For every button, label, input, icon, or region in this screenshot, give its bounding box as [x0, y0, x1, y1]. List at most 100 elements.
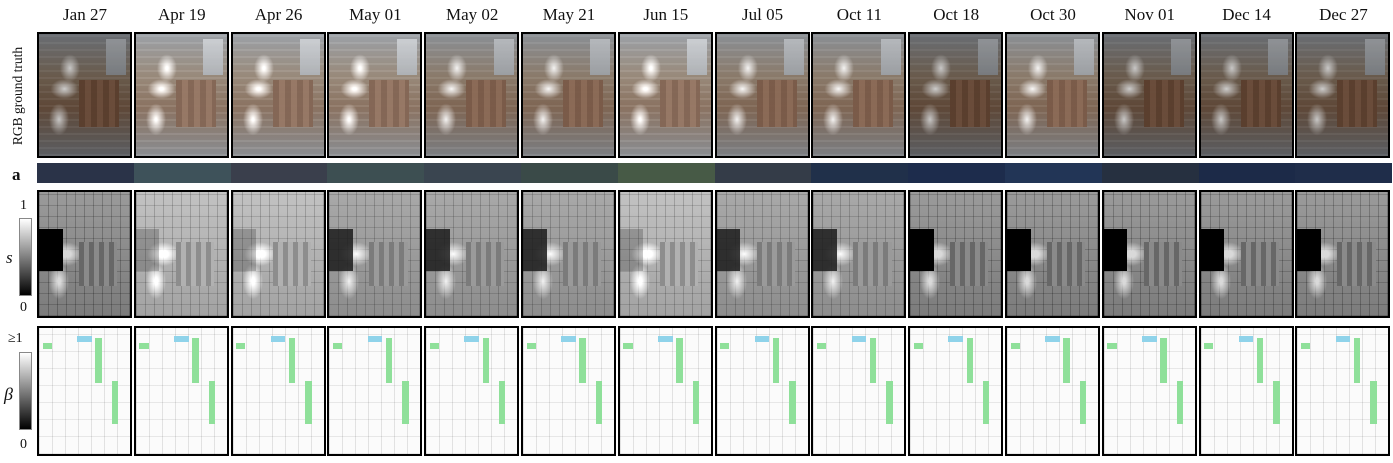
s-shadow-map-image	[327, 190, 423, 318]
blue-highlight-region	[464, 335, 479, 342]
green-highlight-region	[692, 380, 699, 424]
a-color-swatch	[424, 163, 521, 183]
beta-uncertainty-map-image	[1101, 326, 1197, 456]
s-shadow-map-image	[133, 190, 229, 318]
blue-highlight-region	[754, 335, 770, 342]
beta-uncertainty-map-image	[327, 326, 423, 456]
s-shadow-map-image	[1005, 190, 1100, 318]
date-label: Dec 14	[1222, 5, 1271, 24]
a-color-swatch	[327, 163, 425, 183]
s-shadow-map-image	[230, 190, 326, 318]
green-highlight-region	[111, 380, 119, 424]
green-highlight-region	[139, 343, 149, 350]
green-highlight-region	[482, 338, 489, 384]
green-highlight-region	[869, 338, 877, 384]
green-highlight-region	[789, 380, 796, 424]
s-shadow-map-image	[37, 190, 132, 318]
a-color-swatch	[714, 163, 812, 183]
beta-uncertainty-map-image	[714, 326, 810, 456]
beta-uncertainty-map-image	[617, 326, 713, 456]
green-highlight-region	[236, 343, 246, 350]
rgb-ground-truth-image	[714, 32, 810, 158]
date-label: May 01	[349, 5, 402, 24]
green-highlight-region	[676, 338, 683, 384]
s-shadow-map-image	[1101, 190, 1197, 318]
green-highlight-region	[913, 343, 923, 350]
s-row-label: s	[6, 248, 13, 267]
beta-uncertainty-map-image	[1005, 326, 1100, 456]
green-highlight-region	[1176, 380, 1183, 424]
green-highlight-region	[1160, 338, 1167, 384]
beta-uncertainty-map-image	[521, 326, 616, 456]
blue-highlight-region	[1142, 335, 1157, 342]
beta-row-label: β	[4, 384, 13, 404]
date-label: Jul 05	[742, 5, 784, 24]
date-label: Oct 30	[1030, 5, 1076, 24]
green-highlight-region	[966, 338, 973, 384]
a-color-swatch	[521, 163, 618, 183]
beta-uncertainty-map-image	[811, 326, 907, 456]
beta-uncertainty-map-image	[230, 326, 326, 456]
green-highlight-region	[773, 338, 780, 384]
date-label: Oct 11	[836, 5, 882, 24]
green-highlight-region	[1063, 338, 1070, 384]
date-label: May 02	[445, 5, 499, 24]
green-highlight-region	[402, 380, 409, 424]
beta-uncertainty-map-image	[133, 326, 229, 456]
s-shadow-map-image	[1295, 190, 1391, 318]
s-shadow-map-image	[521, 190, 616, 318]
green-highlight-region	[623, 343, 633, 350]
s-shadow-map-image	[617, 190, 713, 318]
s-scale-max: 1	[20, 198, 27, 213]
s-scale-min: 0	[20, 300, 27, 315]
date-label: Apr 19	[157, 5, 206, 24]
green-highlight-region	[1010, 343, 1020, 350]
green-highlight-region	[305, 380, 312, 424]
beta-uncertainty-map-image	[37, 326, 132, 456]
a-color-swatch	[1198, 163, 1296, 183]
rgb-ground-truth-image	[1101, 32, 1197, 158]
green-highlight-region	[208, 380, 215, 424]
s-shadow-map-image	[811, 190, 907, 318]
a-color-swatch	[230, 163, 328, 183]
date-label: Nov 01	[1124, 5, 1176, 24]
rgb-ground-truth-image	[1295, 32, 1391, 158]
green-highlight-region	[982, 380, 990, 424]
green-highlight-region	[1107, 343, 1117, 350]
a-color-swatch	[1005, 163, 1102, 183]
blue-highlight-region	[174, 335, 189, 342]
green-highlight-region	[1353, 338, 1361, 384]
rgb-ground-truth-image	[133, 32, 229, 158]
beta-uncertainty-map-image	[908, 326, 1004, 456]
green-highlight-region	[595, 380, 603, 424]
green-highlight-region	[42, 343, 52, 350]
blue-highlight-region	[1335, 335, 1351, 342]
green-highlight-region	[1257, 338, 1264, 384]
a-color-swatch	[1101, 163, 1199, 183]
blue-highlight-region	[561, 335, 576, 342]
beta-scale-max: ≥1	[8, 331, 23, 346]
blue-highlight-region	[270, 335, 286, 342]
green-highlight-region	[95, 338, 102, 384]
a-row-label: a	[12, 165, 21, 184]
rgb-ground-truth-image	[811, 32, 907, 158]
s-shadow-map-image	[714, 190, 810, 318]
blue-highlight-region	[1045, 335, 1060, 342]
a-color-swatch	[133, 163, 231, 183]
date-label: Jan 27	[63, 5, 107, 24]
green-highlight-region	[192, 338, 199, 384]
rgb-ground-truth-image	[230, 32, 326, 158]
blue-highlight-region	[77, 335, 92, 342]
beta-uncertainty-map-image	[1198, 326, 1294, 456]
green-highlight-region	[333, 343, 343, 350]
s-colorbar	[19, 218, 32, 296]
beta-scale-min: 0	[20, 437, 27, 452]
green-highlight-region	[817, 343, 827, 350]
a-color-swatch	[908, 163, 1005, 183]
rgb-ground-truth-image	[1198, 32, 1294, 158]
green-highlight-region	[886, 380, 893, 424]
rgb-ground-truth-image	[327, 32, 423, 158]
rgb-ground-truth-image	[424, 32, 520, 158]
green-highlight-region	[289, 338, 296, 384]
beta-colorbar	[19, 352, 32, 430]
